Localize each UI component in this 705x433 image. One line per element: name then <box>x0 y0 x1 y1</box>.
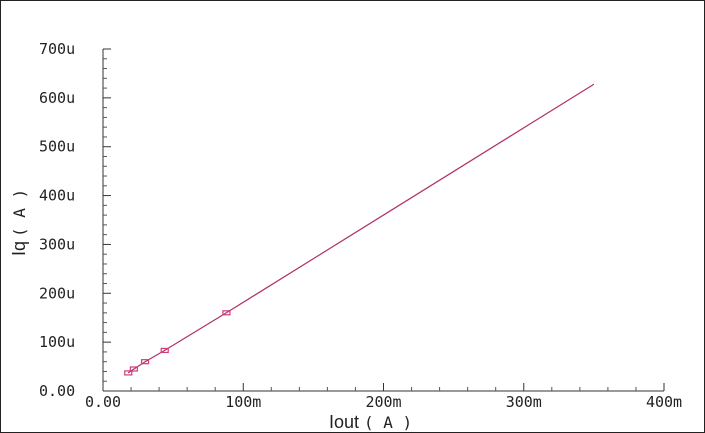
y-axis: 0.00 100u 200u 300u 400u 500u 600u 700u <box>39 40 111 400</box>
x-axis-unit: ( A ) <box>364 413 412 432</box>
data-point-marker <box>124 370 133 376</box>
x-tick-label: 200m <box>365 393 401 411</box>
y-tick-label: 600u <box>39 89 75 107</box>
y-tick-label: 500u <box>39 138 75 156</box>
x-axis: 0.00 100m 200m 300m 400m <box>85 383 682 411</box>
y-axis-unit: ( A ) <box>10 189 29 237</box>
data-point-marker <box>140 359 150 365</box>
y-tick-label: 300u <box>39 235 75 253</box>
y-tick-label: 400u <box>39 187 75 205</box>
x-axis-label: Iout <box>329 412 359 432</box>
series-line <box>127 83 595 374</box>
x-tick-label: 300m <box>506 393 542 411</box>
y-tick-label: 100u <box>39 333 75 351</box>
y-tick-label: 700u <box>39 40 75 58</box>
data-point-marker <box>222 310 231 316</box>
series-layer <box>124 83 595 376</box>
axis-labels: Iout ( A ) Iq ( A ) <box>9 189 412 432</box>
data-point-marker <box>160 347 169 354</box>
y-tick-label: 0.00 <box>39 382 75 400</box>
y-tick-label: 200u <box>39 284 75 302</box>
x-tick-label: 100m <box>225 393 261 411</box>
y-axis-label: Iq <box>9 241 29 256</box>
x-tick-label: 0.00 <box>85 393 121 411</box>
x-tick-label: 400m <box>646 393 682 411</box>
data-point-marker <box>129 366 138 372</box>
